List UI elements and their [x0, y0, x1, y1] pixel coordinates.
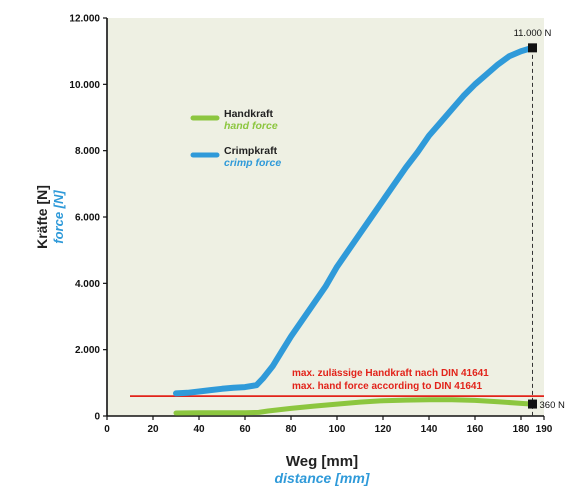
x-tick-label: 100: [329, 424, 346, 435]
x-tick-label: 140: [421, 424, 438, 435]
y-tick-label: 8.000: [75, 146, 100, 157]
x-tick-label: 40: [193, 424, 205, 435]
x-tick-label: 60: [239, 424, 251, 435]
series-line-handkraft: [173, 397, 535, 416]
end-marker-label: 11.000 N: [514, 28, 552, 39]
max-hand-force-label-de: max. zulässige Handkraft nach DIN 41641: [292, 368, 489, 379]
series-layer: [173, 44, 536, 416]
y-tick-label: 10.000: [69, 80, 100, 91]
x-tick-label: 80: [285, 424, 297, 435]
y-tick-label: 0: [94, 412, 100, 423]
end-marker: [528, 399, 537, 409]
x-tick-label: 20: [147, 424, 159, 435]
legend-label-hand-force: hand force: [224, 120, 278, 132]
legend-label-handkraft: Handkraft: [224, 108, 274, 120]
x-axis: 0 20 40 60 80 100 120 140 160 180 190: [104, 415, 553, 435]
x-tick-label: 120: [375, 424, 392, 435]
x-axis-title-en: distance [mm]: [275, 470, 371, 486]
x-tick-label: 0: [104, 424, 110, 435]
x-tick-label: 190: [536, 424, 553, 435]
legend: Handkraft hand force Crimpkraft crimp fo…: [190, 108, 281, 169]
y-tick-label: 4.000: [75, 279, 100, 290]
y-tick-label: 2.000: [75, 345, 100, 356]
end-marker: [528, 43, 537, 53]
y-axis-title-de: Kräfte [N]: [34, 185, 50, 249]
y-axis-title-en: force [N]: [51, 190, 66, 244]
end-markers: 11.000 N 360 N: [514, 28, 565, 411]
x-tick-label: 160: [467, 424, 484, 435]
x-tick-label: 180: [513, 424, 530, 435]
y-axis: 0 2.000 4.000 6.000 8.000 10.000 12.000: [69, 14, 108, 423]
y-axis-title: Kräfte [N] force [N]: [34, 185, 66, 249]
max-hand-force-label-en: max. hand force according to DIN 41641: [292, 381, 482, 392]
y-tick-label: 6.000: [75, 213, 100, 224]
x-axis-title-de: Weg [mm]: [286, 453, 358, 470]
y-tick-label: 12.000: [69, 14, 100, 25]
end-marker-label: 360 N: [540, 400, 565, 411]
legend-label-crimp-force: crimp force: [224, 157, 281, 169]
legend-label-crimpkraft: Crimpkraft: [224, 145, 278, 157]
series-line-crimpkraft: [173, 44, 536, 397]
